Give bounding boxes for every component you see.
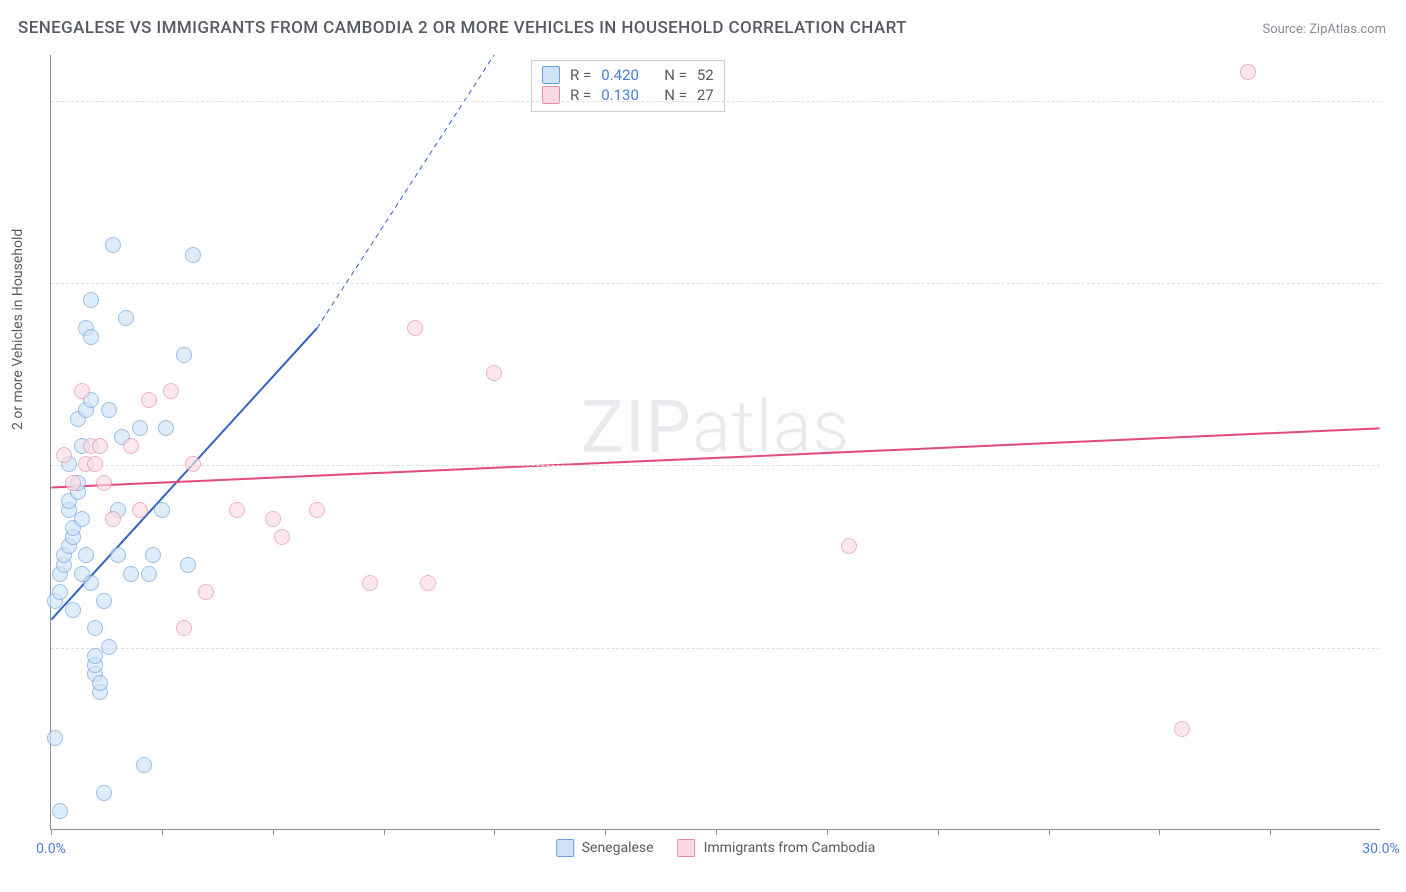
scatter-point: [185, 247, 201, 263]
x-tick: [827, 829, 828, 835]
gridline: [51, 101, 1380, 102]
scatter-point: [96, 785, 112, 801]
trend-lines: [51, 55, 1380, 829]
scatter-point: [110, 547, 126, 563]
scatter-point: [229, 502, 245, 518]
scatter-point: [74, 511, 90, 527]
scatter-point: [185, 456, 201, 472]
r-legend-row-1: R = 0.420 N = 52: [542, 65, 714, 85]
scatter-point: [92, 675, 108, 691]
scatter-point: [123, 566, 139, 582]
legend-swatch-icon: [556, 839, 574, 857]
legend-swatch-icon: [678, 839, 696, 857]
scatter-point: [83, 292, 99, 308]
legend-label-2: Immigrants from Cambodia: [704, 840, 876, 856]
scatter-point: [78, 547, 94, 563]
scatter-point: [176, 347, 192, 363]
y-axis-label: 2 or more Vehicles in Household: [10, 229, 26, 430]
x-tick: [1159, 829, 1160, 835]
scatter-point: [1174, 721, 1190, 737]
legend-label-1: Senegalese: [582, 840, 654, 856]
scatter-point: [274, 529, 290, 545]
scatter-point: [74, 383, 90, 399]
watermark-bold: ZIP: [581, 384, 692, 469]
x-tick: [51, 829, 52, 835]
x-tick: [162, 829, 163, 835]
bottom-legend: Senegalese Immigrants from Cambodia: [556, 839, 876, 857]
x-tick: [1049, 829, 1050, 835]
watermark-thin: atlas: [692, 384, 850, 469]
scatter-point: [87, 620, 103, 636]
scatter-point: [407, 320, 423, 336]
scatter-point: [163, 383, 179, 399]
r-legend-row-2: R = 0.130 N = 27: [542, 85, 714, 105]
scatter-point: [132, 420, 148, 436]
scatter-point: [265, 511, 281, 527]
gridline: [51, 648, 1380, 649]
n-value-1: 52: [697, 66, 714, 84]
chart-source: Source: ZipAtlas.com: [1262, 22, 1386, 37]
scatter-point: [83, 329, 99, 345]
r-value-1: 0.420: [601, 66, 646, 84]
r-legend-box: R = 0.420 N = 52 R = 0.130 N = 27: [531, 60, 725, 112]
scatter-point: [486, 365, 502, 381]
scatter-point: [101, 639, 117, 655]
scatter-point: [105, 237, 121, 253]
x-tick: [938, 829, 939, 835]
n-label: N =: [664, 66, 687, 84]
scatter-point: [105, 511, 121, 527]
y-tick-label: 80.0%: [1395, 275, 1406, 291]
bottom-legend-item-2: Immigrants from Cambodia: [678, 839, 876, 857]
y-tick-label: 100.0%: [1395, 93, 1406, 109]
scatter-point: [362, 575, 378, 591]
gridline: [51, 465, 1380, 466]
scatter-point: [180, 557, 196, 573]
scatter-point: [158, 420, 174, 436]
scatter-point: [123, 438, 139, 454]
scatter-point: [96, 475, 112, 491]
x-tick-label: 0.0%: [36, 841, 66, 857]
scatter-point: [87, 456, 103, 472]
scatter-point: [141, 566, 157, 582]
x-tick: [384, 829, 385, 835]
scatter-point: [841, 538, 857, 554]
scatter-point: [176, 620, 192, 636]
legend-swatch-1: [542, 66, 560, 84]
x-tick: [716, 829, 717, 835]
scatter-point: [136, 757, 152, 773]
scatter-point: [309, 502, 325, 518]
scatter-point: [52, 584, 68, 600]
scatter-point: [92, 438, 108, 454]
y-tick-label: 40.0%: [1395, 640, 1406, 656]
scatter-point: [1240, 64, 1256, 80]
x-tick-label: 30.0%: [1362, 841, 1400, 857]
scatter-point: [154, 502, 170, 518]
scatter-point: [47, 730, 63, 746]
gridline: [51, 283, 1380, 284]
x-tick: [494, 829, 495, 835]
r-label: R =: [570, 66, 591, 84]
x-tick: [273, 829, 274, 835]
y-tick-label: 60.0%: [1395, 457, 1406, 473]
watermark: ZIPatlas: [581, 384, 850, 469]
scatter-point: [52, 803, 68, 819]
chart-title: SENEGALESE VS IMMIGRANTS FROM CAMBODIA 2…: [18, 18, 907, 38]
plot-area: ZIPatlas R = 0.420 N = 52 R = 0.130 N = …: [50, 55, 1380, 830]
scatter-point: [141, 392, 157, 408]
scatter-point: [145, 547, 161, 563]
scatter-point: [65, 602, 81, 618]
scatter-point: [420, 575, 436, 591]
scatter-point: [198, 584, 214, 600]
scatter-point: [132, 502, 148, 518]
scatter-point: [101, 402, 117, 418]
scatter-point: [83, 575, 99, 591]
scatter-point: [118, 310, 134, 326]
scatter-point: [65, 475, 81, 491]
x-tick: [1270, 829, 1271, 835]
bottom-legend-item-1: Senegalese: [556, 839, 654, 857]
x-tick: [605, 829, 606, 835]
scatter-point: [56, 447, 72, 463]
scatter-point: [96, 593, 112, 609]
chart-container: SENEGALESE VS IMMIGRANTS FROM CAMBODIA 2…: [0, 0, 1406, 892]
